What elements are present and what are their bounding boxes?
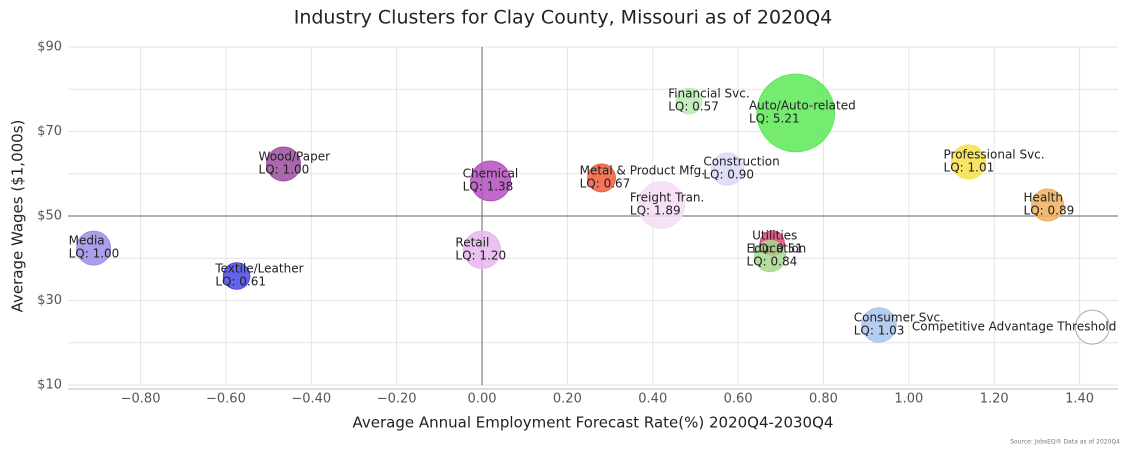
bubble	[587, 163, 616, 193]
bubble	[222, 262, 251, 290]
y-tick-label: $30	[37, 293, 62, 308]
bubble-label: Health	[1024, 191, 1063, 205]
x-axis-label: Average Annual Employment Forecast Rate(…	[353, 414, 834, 432]
threshold-label: Competitive Advantage Threshold	[912, 320, 1116, 334]
bubble-label: Financial Svc.	[668, 87, 750, 101]
bubble-label: Media	[69, 234, 105, 248]
bubble	[1031, 188, 1065, 222]
x-tick-label: 0.40	[638, 392, 667, 407]
bubble-label: Construction	[703, 155, 779, 169]
x-tick-label: 0.00	[468, 392, 497, 407]
bubble	[951, 144, 987, 180]
bubble-value-label: LQ: 1.00	[69, 247, 120, 261]
bubble-value-label: LQ: 1.00	[259, 163, 310, 177]
bubble-value-label: LQ: 1.03	[854, 324, 905, 338]
bubble-value-label: LQ: 0.67	[580, 176, 631, 190]
bubble-label: Auto/Auto-related	[749, 98, 856, 112]
bubble-value-label: LQ: 5.21	[749, 111, 800, 125]
bubble-value-label: LQ: 0.61	[215, 274, 266, 288]
bubble-value-label: LQ: 0.90	[703, 168, 754, 182]
bubble	[637, 181, 686, 229]
bubble	[470, 160, 512, 202]
x-tick-label: −0.40	[291, 392, 331, 407]
bubble-value-label: LQ: 1.89	[630, 204, 681, 218]
x-tick-label: 1.40	[1065, 392, 1094, 407]
x-tick-label: −0.20	[377, 392, 417, 407]
bubble-label: Metal & Product Mfg.	[580, 163, 706, 177]
bubble	[756, 73, 836, 153]
bubble-value-label: LQ: 0.51	[752, 242, 803, 256]
bubble-label: Professional Svc.	[944, 147, 1045, 161]
y-tick-label: $10	[37, 378, 62, 393]
x-tick-label: 1.00	[894, 392, 923, 407]
x-tick-label: 0.80	[809, 392, 838, 407]
bubble-label: Freight Tran.	[630, 191, 704, 205]
x-tick-label: −0.60	[206, 392, 246, 407]
bubble-label: Textile/Leather	[214, 261, 303, 275]
bubble-label: Utilities	[752, 229, 797, 243]
x-tick-label: 0.20	[553, 392, 582, 407]
y-tick-label: $90	[37, 40, 62, 55]
y-tick-label: $70	[37, 124, 62, 139]
x-tick-label: −0.80	[121, 392, 161, 407]
bubble-value-label: LQ: 1.20	[455, 248, 506, 262]
x-tick-label: 0.60	[724, 392, 753, 407]
bubble	[76, 230, 112, 266]
y-tick-label: $50	[37, 209, 62, 224]
bubble-value-label: LQ: 0.84	[747, 255, 798, 269]
bubble	[861, 307, 897, 343]
bubble	[754, 240, 787, 273]
bubble-label: Education	[747, 242, 807, 256]
bubble-value-label: LQ: 1.38	[463, 179, 514, 193]
bubble	[266, 146, 302, 182]
bubble-value-label: LQ: 0.57	[668, 100, 719, 114]
bubble-value-label: LQ: 1.01	[944, 160, 995, 174]
bubble-label: Chemical	[463, 166, 519, 180]
bubble	[710, 152, 745, 186]
y-axis-label: Average Wages ($1,000s)	[9, 120, 27, 313]
bubble	[462, 230, 502, 269]
x-tick-label: 1.20	[980, 392, 1009, 407]
bubble	[675, 87, 703, 115]
bubble-label: Consumer Svc.	[854, 311, 944, 325]
bubble-value-label: LQ: 0.89	[1024, 204, 1075, 218]
chart-title: Industry Clusters for Clay County, Misso…	[294, 7, 833, 29]
bubble-label: Wood/Paper	[259, 150, 331, 164]
source: Source: JobsEQ® Data as of 2020Q4	[1010, 439, 1120, 446]
bubble-label: Retail	[455, 235, 489, 249]
threshold-bubble	[1074, 309, 1110, 345]
